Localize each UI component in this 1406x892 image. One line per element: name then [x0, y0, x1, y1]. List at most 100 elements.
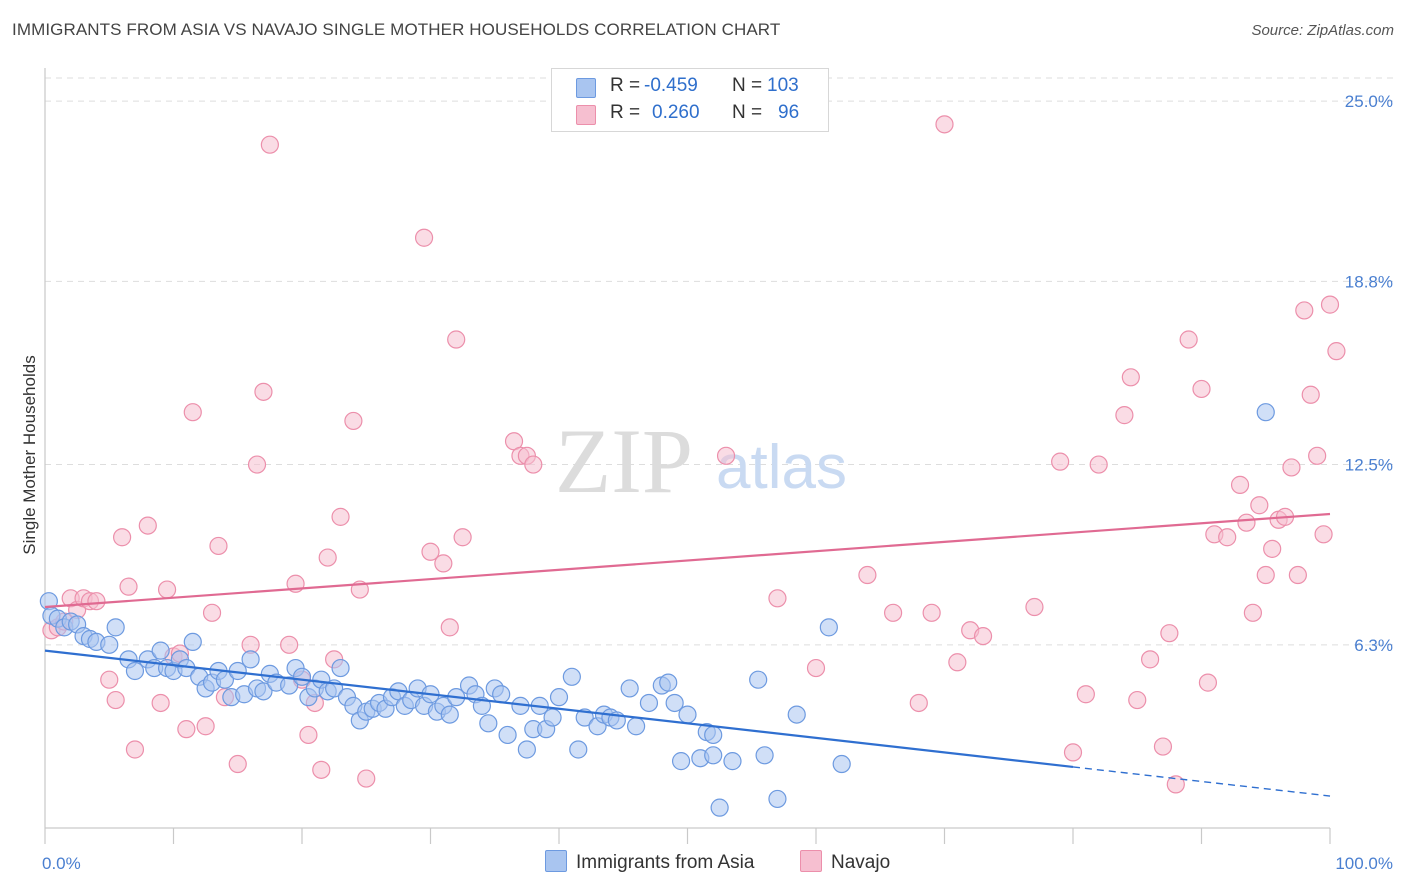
point-navajo [1115, 406, 1134, 425]
point-navajo [1230, 475, 1250, 494]
point-navajo [1121, 368, 1140, 387]
point-navajo [524, 455, 543, 474]
point-navajo [1140, 650, 1160, 669]
point-asia [678, 705, 697, 724]
point-navajo [318, 548, 337, 567]
trend-line-navajo [44, 512, 1331, 609]
point-navajo [1025, 597, 1044, 617]
point-asia [710, 798, 729, 817]
watermark: ZIP atlas [555, 410, 847, 512]
bottom-legend-swatch-navajo [800, 850, 822, 872]
x-tick-label: 100.0% [1335, 854, 1393, 873]
point-navajo [1128, 690, 1147, 710]
bottom-legend-swatch-asia [545, 850, 567, 872]
grid-layer [45, 77, 1395, 646]
point-asia [665, 693, 684, 713]
trend-layer [44, 512, 1331, 797]
point-asia [543, 708, 562, 727]
point-navajo [1320, 295, 1340, 314]
point-navajo [768, 589, 787, 608]
point-navajo [1160, 624, 1179, 643]
legend-r-label: R = [610, 102, 641, 123]
point-navajo [357, 769, 376, 788]
point-asia [498, 725, 517, 745]
point-navajo [1198, 673, 1218, 692]
point-asia [639, 693, 659, 713]
point-navajo [414, 228, 434, 247]
point-navajo [183, 403, 202, 422]
point-asia [492, 685, 511, 704]
point-navajo [138, 516, 157, 535]
point-navajo [1250, 496, 1269, 515]
y-tick-label: 12.5% [1345, 456, 1393, 475]
source-credit: Source: ZipAtlas.com [1251, 22, 1394, 39]
point-navajo [935, 115, 954, 134]
legend-n-value: 96 [778, 102, 800, 123]
watermark-zip: ZIP [555, 410, 693, 512]
point-navajo [1051, 452, 1070, 471]
point-navajo [125, 740, 145, 759]
point-asia [749, 670, 768, 689]
point-navajo [112, 528, 132, 547]
point-asia [1256, 403, 1275, 422]
point-navajo [1256, 565, 1275, 585]
point-navajo [1218, 528, 1237, 547]
legend-n-label: N = [732, 75, 763, 96]
point-asia [569, 740, 588, 759]
point-navajo [883, 603, 903, 622]
y-tick-label: 6.3% [1354, 636, 1393, 655]
point-navajo [1263, 539, 1282, 558]
point-asia [549, 688, 569, 707]
point-navajo [858, 565, 877, 585]
point-navajo [1166, 775, 1185, 794]
point-asia [517, 740, 536, 759]
point-navajo [202, 603, 222, 622]
point-asia [723, 752, 742, 771]
legend-r-label: R = [610, 75, 641, 96]
point-asia [704, 746, 723, 765]
point-navajo [1076, 685, 1095, 704]
point-asia [125, 661, 145, 681]
axis-layer: 6.3% 12.5% 18.8% 25.0% 0.0% 100.0% [42, 68, 1393, 873]
point-asia [280, 676, 299, 695]
legend-swatch-asia [576, 78, 596, 98]
point-asia [106, 618, 125, 637]
bottom-legend-label-navajo: Navajo [831, 852, 891, 873]
y-tick-label: 18.8% [1345, 272, 1393, 291]
point-navajo [1301, 385, 1320, 404]
point-navajo [1243, 603, 1263, 622]
point-asia [241, 650, 260, 669]
chart-title: IMMIGRANTS FROM ASIA VS NAVAJO SINGLE MO… [12, 20, 781, 39]
point-asia [440, 705, 459, 724]
point-navajo [716, 446, 736, 465]
point-navajo [806, 658, 826, 678]
point-navajo [151, 693, 170, 713]
point-asia [331, 658, 350, 678]
point-asia [626, 717, 646, 736]
point-asia [254, 682, 273, 701]
point-navajo [434, 554, 453, 573]
point-navajo [1327, 342, 1346, 361]
legend-r-value: -0.459 [644, 75, 698, 96]
point-navajo [973, 626, 993, 646]
point-navajo [280, 635, 299, 654]
bottom-legend-asia: Immigrants from Asia [545, 850, 754, 874]
point-navajo [209, 536, 228, 556]
point-asia [819, 618, 838, 637]
point-asia [100, 635, 119, 654]
point-navajo [1295, 301, 1314, 320]
points-layer [39, 115, 1346, 817]
legend-r-value: 0.260 [652, 102, 700, 123]
point-navajo [421, 542, 440, 561]
point-navajo [1192, 379, 1211, 399]
point-asia [183, 632, 202, 652]
watermark-atlas: atlas [716, 433, 847, 502]
point-asia [479, 714, 498, 733]
point-navajo [440, 618, 459, 637]
point-asia [562, 667, 581, 686]
point-navajo [260, 135, 279, 154]
point-navajo [453, 528, 472, 547]
point-navajo [196, 717, 215, 736]
bottom-legend-label-asia: Immigrants from Asia [576, 852, 755, 873]
